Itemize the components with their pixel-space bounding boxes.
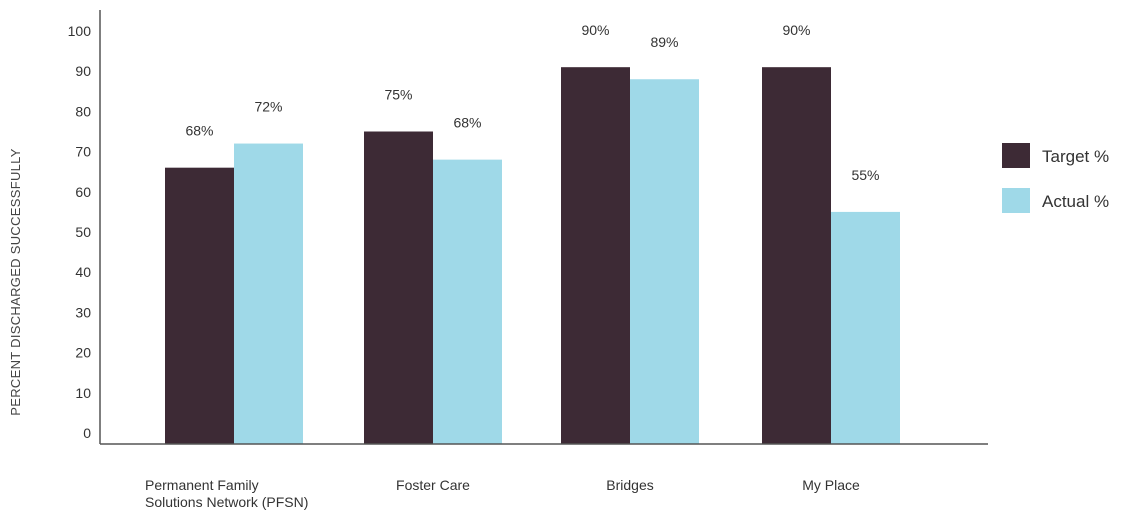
y-tick-label: 20 [75, 345, 91, 361]
data-label: 72% [254, 99, 282, 115]
y-tick-label: 10 [75, 385, 91, 401]
y-tick-label: 80 [75, 103, 91, 119]
bar [762, 67, 831, 445]
data-label: 68% [453, 115, 481, 131]
y-axis-label: PERCENT DISCHARGED SUCCESSFULLY [8, 148, 23, 415]
bar [561, 67, 630, 445]
category-label: My Place [802, 477, 860, 493]
category-label-line: Bridges [606, 477, 653, 493]
data-label: 55% [851, 167, 879, 183]
bar [165, 167, 234, 444]
data-label: 68% [185, 123, 213, 139]
legend-swatch [1002, 188, 1030, 213]
bar [831, 211, 900, 444]
y-tick-label: 70 [75, 144, 91, 160]
y-tick-label: 0 [83, 425, 91, 441]
y-axis-ticks: 0 10 20 30 40 50 60 70 80 90 100 [68, 23, 92, 441]
data-label: 90% [782, 22, 810, 38]
legend-swatch [1002, 143, 1030, 168]
x-axis-labels: Permanent Family Solutions Network (PFSN)… [145, 477, 860, 510]
category-label-line: Permanent Family [145, 477, 259, 493]
legend-label: Target % [1042, 147, 1109, 166]
bar [630, 79, 699, 445]
y-tick-label: 30 [75, 304, 91, 320]
category-label-line: My Place [802, 477, 860, 493]
data-label: 89% [650, 34, 678, 50]
category-label-line: Foster Care [396, 477, 470, 493]
category-label: Bridges [606, 477, 653, 493]
category-label: Permanent Family Solutions Network (PFSN) [145, 477, 308, 510]
y-tick-label: 100 [68, 23, 92, 39]
bars [165, 67, 900, 445]
bar [364, 131, 433, 444]
y-tick-label: 50 [75, 224, 91, 240]
category-label-line: Solutions Network (PFSN) [145, 494, 308, 510]
y-tick-label: 90 [75, 63, 91, 79]
legend: Target % Actual % [1002, 143, 1109, 213]
legend-label: Actual % [1042, 192, 1109, 211]
y-tick-label: 60 [75, 184, 91, 200]
data-labels: 68% 75% 90% 90% 72% 68% 89% 55% [185, 22, 879, 183]
bar [433, 159, 502, 444]
bar [234, 143, 303, 444]
category-label: Foster Care [396, 477, 470, 493]
data-label: 75% [384, 87, 412, 103]
data-label: 90% [581, 22, 609, 38]
y-tick-label: 40 [75, 264, 91, 280]
